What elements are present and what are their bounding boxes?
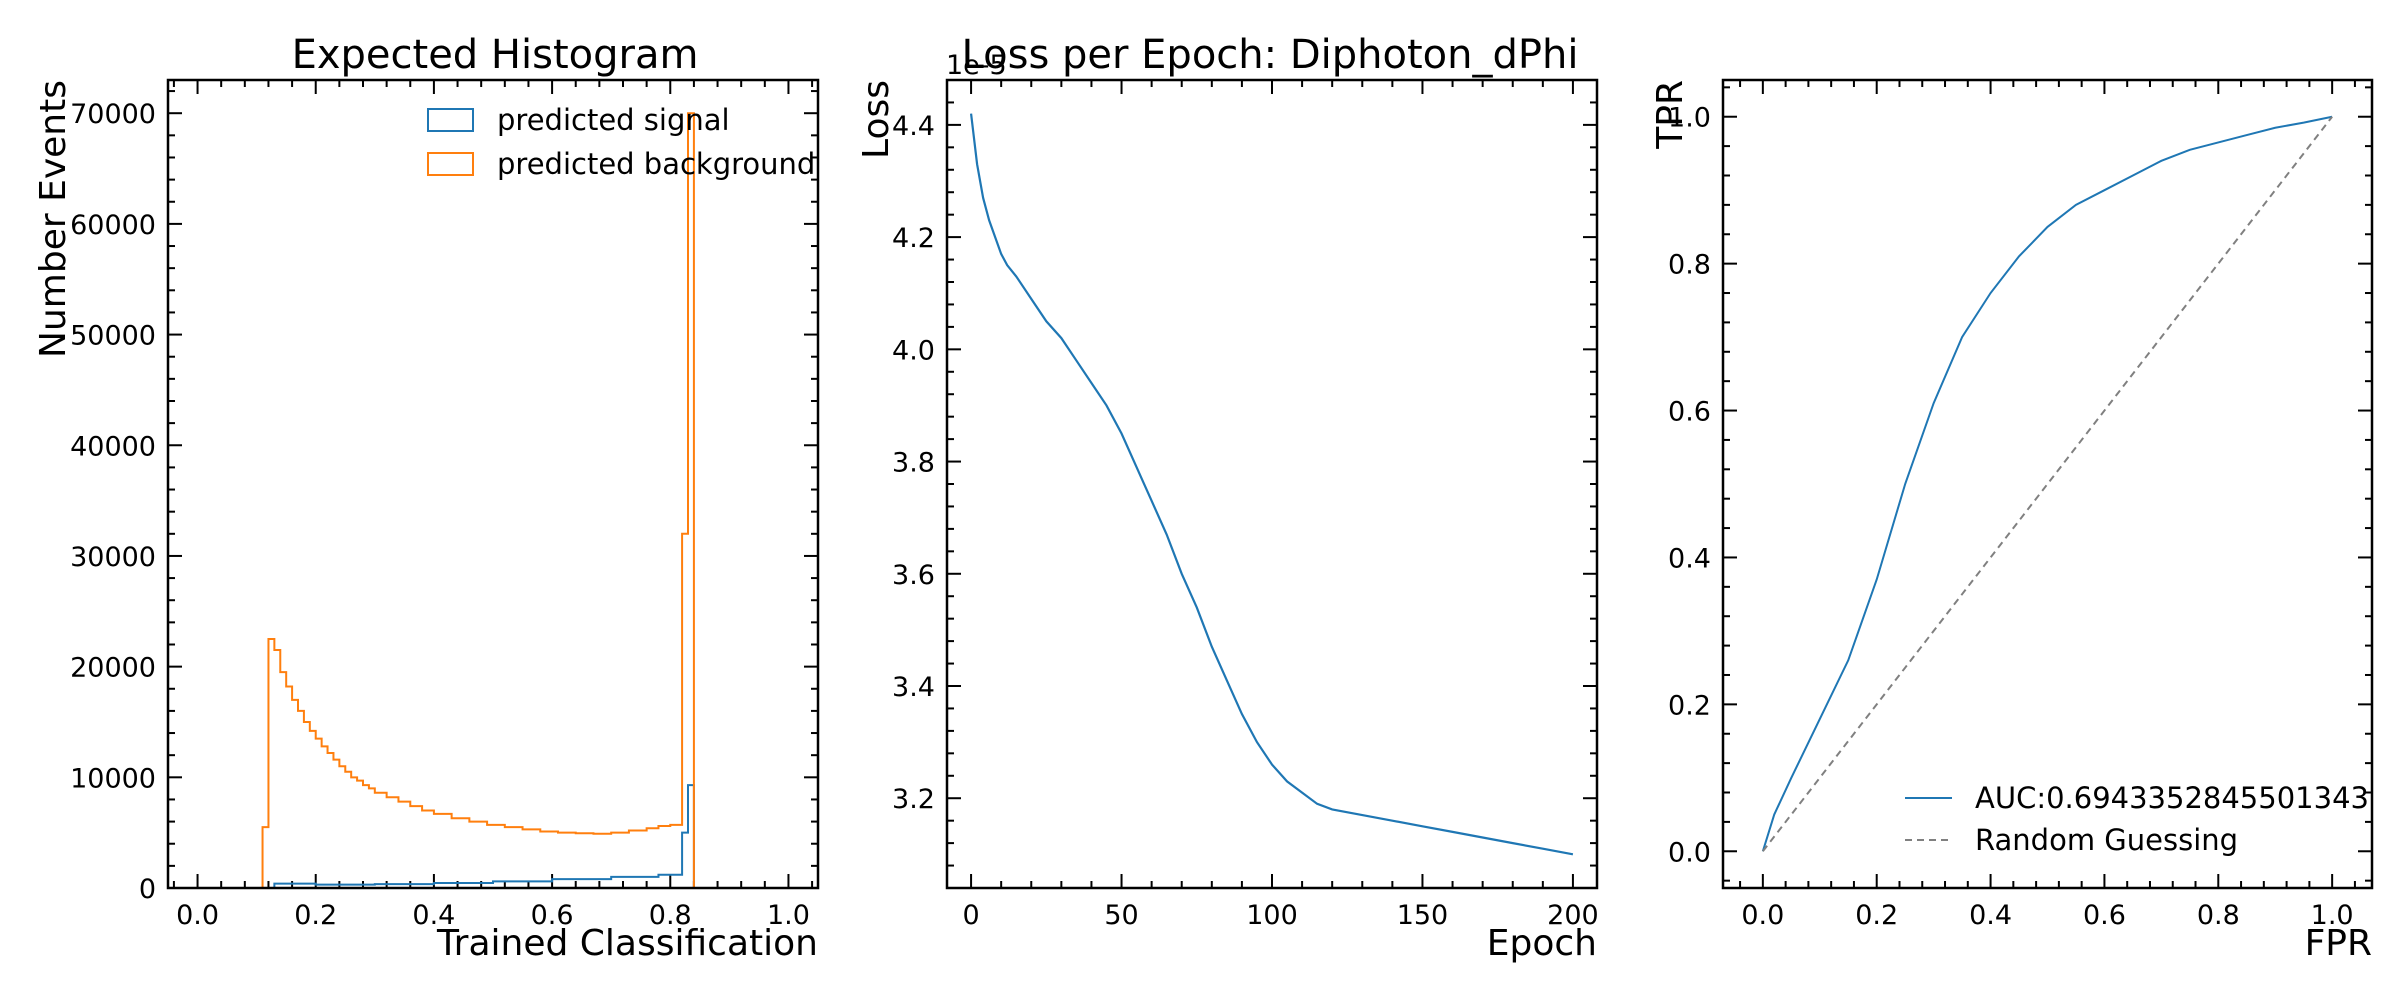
x-tick-label: 0.4: [412, 900, 455, 931]
x-tick-label: 0.0: [1741, 900, 1784, 931]
y-tick-label: 70000: [70, 99, 156, 130]
loss-curve: [969, 113, 1574, 856]
y-tick-label: 20000: [70, 653, 156, 684]
x-tick-label: 100: [1246, 900, 1298, 931]
x-tick-label: 1.0: [2311, 900, 2354, 931]
x-tick-label: 0.2: [294, 900, 337, 931]
y-tick-label: 10000: [70, 763, 156, 794]
y-tick-label: 0: [139, 874, 156, 905]
y-tick-label: 3.4: [892, 672, 935, 703]
y-tick-label: 4.0: [892, 335, 935, 366]
roc-xlabel: FPR: [2305, 923, 2372, 964]
x-tick-label: 0.8: [649, 900, 692, 931]
roc-legend: AUC:0.6943352845501343 Random Guessing: [1905, 781, 2369, 857]
loss-xlabel: Epoch: [1487, 923, 1597, 964]
histogram-frame: [166, 78, 820, 890]
histogram-title: Expected Histogram: [292, 32, 699, 78]
random-guessing-line: [1762, 116, 2333, 852]
y-tick-label: 0.8: [1668, 250, 1711, 281]
background-histogram: [261, 112, 700, 889]
loss-ylabel: Loss: [856, 80, 897, 159]
y-tick-label: 30000: [70, 542, 156, 573]
histogram-legend: predicted signal predicted background: [427, 103, 815, 181]
y-tick-label: 0.2: [1668, 690, 1711, 721]
roc-panel: TPR FPR 0.0 0.2 0.4 0.6 0.8 1.00.00.20.40.60.…: [1650, 78, 2374, 964]
y-tick-label: 3.2: [892, 784, 935, 815]
y-tick-label: 4.4: [892, 111, 935, 142]
x-tick-label: 0.8: [2197, 900, 2240, 931]
legend-swatch-signal: [427, 108, 474, 132]
histogram-ticks: 0.0 0.2 0.4 0.6 0.8 1.0 0 10000 20000 30000 40000 5…: [70, 80, 818, 931]
y-tick-label: 40000: [70, 431, 156, 462]
x-tick-label: 0.0: [176, 900, 219, 931]
roc-curve: [1761, 115, 2333, 852]
x-tick-label: 0.2: [1855, 900, 1898, 931]
legend-label-background: predicted background: [497, 147, 815, 181]
legend-swatch-background: [427, 152, 474, 176]
legend-label-random: Random Guessing: [1975, 823, 2238, 857]
roc-ticks: 0.0 0.2 0.4 0.6 0.8 1.0 0.0 0.2 0.4 0.6 0.8 1.0: [1668, 80, 2372, 931]
x-tick-label: 0.4: [1969, 900, 2012, 931]
y-tick-label: 3.8: [892, 448, 935, 479]
x-tick-label: 0: [962, 900, 979, 931]
loss-title: Loss per Epoch: Diphoton_dPhi: [962, 32, 1579, 78]
x-tick-label: 0.6: [2083, 900, 2126, 931]
histogram-panel: Expected Histogram Number Events Trained…: [33, 32, 820, 964]
y-tick-label: 0.4: [1668, 543, 1711, 574]
x-tick-label: 0.6: [531, 900, 574, 931]
y-tick-label: 0.6: [1668, 397, 1711, 428]
loss-series: [969, 113, 1574, 856]
roc-frame: [1721, 78, 2374, 890]
legend-label-auc: AUC:0.6943352845501343: [1975, 781, 2369, 815]
signal-histogram: [262, 784, 700, 889]
legend-label-signal: predicted signal: [497, 103, 730, 137]
x-tick-label: 50: [1104, 900, 1138, 931]
y-tick-label: 3.6: [892, 560, 935, 591]
loss-ticks: 0 50 100 150 200 3.2 3.4 3.6 3.8 4.0 4.2 4.4: [892, 80, 1599, 931]
histogram-xlabel: Trained Classification: [436, 923, 818, 964]
x-tick-label: 200: [1547, 900, 1599, 931]
roc-ylabel: TPR: [1650, 80, 1691, 150]
histogram-series: [261, 112, 700, 889]
y-tick-label: 50000: [70, 321, 156, 352]
x-tick-label: 150: [1397, 900, 1449, 931]
loss-offset-text: 1e-5: [946, 50, 1007, 81]
histogram-ylabel: Number Events: [33, 80, 74, 358]
loss-frame: [945, 78, 1599, 890]
y-tick-label: 60000: [70, 210, 156, 241]
loss-panel: Loss per Epoch: Diphoton_dPhi 1e-5 Loss …: [856, 32, 1599, 964]
y-tick-label: 1.0: [1668, 103, 1711, 134]
y-tick-label: 4.2: [892, 223, 935, 254]
y-tick-label: 0.0: [1668, 837, 1711, 868]
x-tick-label: 1.0: [767, 900, 810, 931]
roc-series: [1761, 115, 2333, 852]
